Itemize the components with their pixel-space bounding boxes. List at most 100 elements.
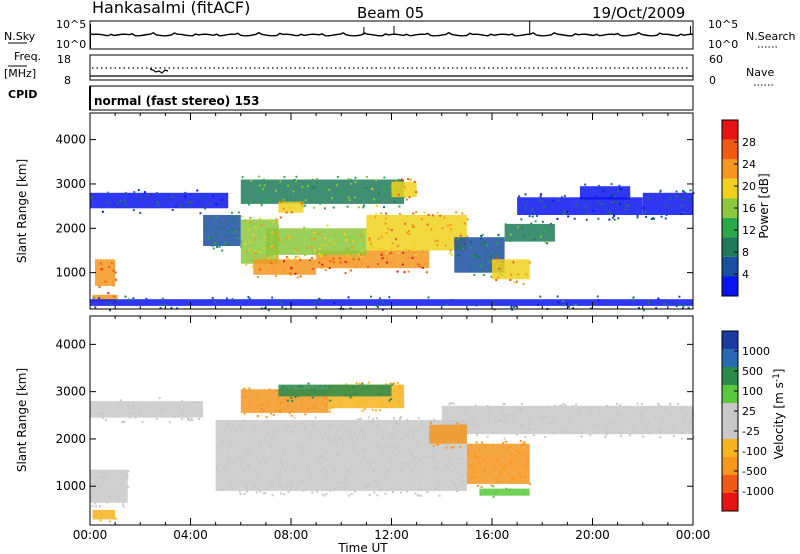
power-cell <box>544 229 546 231</box>
velocity-cell <box>482 412 485 415</box>
velocity-cell <box>496 459 499 462</box>
velocity-cell <box>629 433 632 436</box>
velocity-cell <box>461 457 464 460</box>
power-cell <box>688 198 691 201</box>
power-cell <box>282 207 285 210</box>
power-cell <box>370 198 373 201</box>
power-cell <box>533 238 536 241</box>
velocity-cell <box>483 470 486 472</box>
power-cell <box>165 304 167 306</box>
velocity-cell <box>320 462 323 465</box>
velocity-cell <box>339 400 342 403</box>
velocity-cell <box>321 390 324 393</box>
power-colorbar-swatch <box>722 217 738 238</box>
velocity-cell <box>221 488 224 491</box>
velocity-cell <box>515 450 518 453</box>
power-cell <box>590 307 593 310</box>
velocity-cell <box>363 408 366 411</box>
x-tick-label: 12:00 <box>374 528 409 542</box>
velocity-cell <box>512 414 515 417</box>
power-cell <box>160 303 163 306</box>
power-cell <box>219 227 222 230</box>
velocity-cell <box>617 410 620 413</box>
power-cell <box>336 238 339 241</box>
velocity-colorbar-label: Velocity [m s-1] <box>772 369 786 460</box>
power-cell <box>518 195 521 198</box>
velocity-cell <box>353 490 356 493</box>
velocity-cell <box>267 404 270 407</box>
power-cell <box>271 296 274 299</box>
velocity-cell <box>264 458 267 460</box>
velocity-cell <box>429 421 432 424</box>
velocity-cell <box>458 457 461 460</box>
velocity-cell <box>499 463 502 466</box>
velocity-cell <box>605 433 608 436</box>
power-cell <box>299 259 302 262</box>
velocity-cell <box>669 403 671 406</box>
power-cell <box>215 203 218 206</box>
velocity-cell <box>474 423 476 426</box>
velocity-cell <box>474 404 477 407</box>
power-cell <box>201 204 204 207</box>
velocity-cell <box>486 435 489 438</box>
power-cell <box>375 304 378 307</box>
velocity-cell <box>307 434 310 437</box>
velocity-cell <box>392 395 395 398</box>
velocity-cell <box>435 487 438 490</box>
power-cell <box>314 249 316 252</box>
power-cell <box>645 215 648 218</box>
power-cell <box>293 257 296 260</box>
velocity-cell <box>127 486 130 488</box>
velocity-cell <box>378 483 381 486</box>
power-cell <box>190 201 193 204</box>
power-cell <box>312 267 315 270</box>
power-cell <box>543 230 546 233</box>
velocity-cell <box>293 425 296 428</box>
power-cell <box>469 246 472 249</box>
velocity-cell <box>322 401 325 404</box>
velocity-colorbar-swatch <box>722 331 738 349</box>
power-cell <box>530 208 533 211</box>
velocity-cell <box>486 405 489 407</box>
power-cell <box>359 235 362 238</box>
velocity-cell <box>587 407 590 410</box>
velocity-cell <box>226 437 229 440</box>
velocity-cell <box>660 416 663 419</box>
velocity-cell <box>216 434 219 437</box>
velocity-cell <box>393 417 395 420</box>
velocity-cell <box>445 412 448 415</box>
velocity-cell <box>377 393 380 396</box>
power-cell <box>539 199 542 202</box>
velocity-cell <box>300 385 303 388</box>
power-cell <box>181 195 184 198</box>
velocity-cell <box>492 431 495 434</box>
velocity-cell <box>377 419 380 422</box>
power-cell <box>253 252 256 255</box>
power-colorbar-tick-label: 20 <box>742 180 756 193</box>
velocity-cell <box>398 417 401 420</box>
velocity-cell <box>281 388 283 391</box>
velocity-cell <box>103 477 105 480</box>
power-cell <box>531 215 534 218</box>
velocity-cell <box>494 420 497 423</box>
velocity-cell <box>450 402 453 404</box>
power-cell <box>670 302 673 305</box>
velocity-cell <box>449 456 452 459</box>
power-cell <box>255 189 258 192</box>
power-cell <box>357 206 360 209</box>
velocity-cell <box>446 419 449 422</box>
velocity-cell <box>300 401 303 404</box>
velocity-cell <box>321 480 324 483</box>
power-cell <box>231 298 234 301</box>
velocity-cell <box>527 425 530 428</box>
velocity-cell <box>243 387 246 390</box>
power-cell <box>260 185 263 187</box>
power-cell <box>625 204 628 207</box>
power-cell <box>329 260 332 263</box>
velocity-cell <box>307 466 310 469</box>
power-cell <box>566 303 568 306</box>
power-cell <box>461 247 464 250</box>
power-cell <box>127 298 130 301</box>
power-cell <box>237 237 240 239</box>
